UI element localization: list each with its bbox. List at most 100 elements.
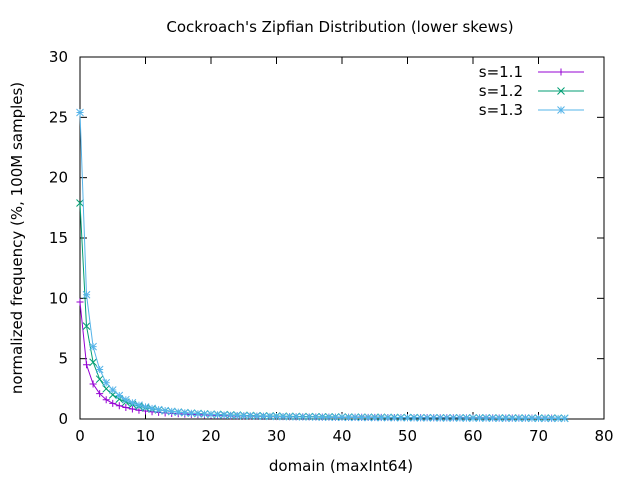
x-tick-label: 0 bbox=[75, 427, 85, 445]
data-point bbox=[469, 414, 477, 423]
data-point bbox=[442, 414, 451, 422]
data-point bbox=[200, 410, 209, 418]
data-point bbox=[285, 412, 294, 421]
data-point bbox=[148, 404, 156, 413]
data-point bbox=[96, 390, 104, 398]
data-point bbox=[364, 413, 373, 422]
data-point bbox=[370, 413, 379, 422]
data-point bbox=[449, 414, 458, 422]
series-layer bbox=[76, 108, 569, 423]
legend-label: s=1.1 bbox=[479, 63, 523, 81]
data-point bbox=[246, 412, 255, 420]
chart-title: Cockroach's Zipfian Distribution (lower … bbox=[166, 18, 513, 36]
data-point bbox=[351, 413, 359, 422]
legend-label: s=1.3 bbox=[479, 101, 523, 119]
y-tick-label: 0 bbox=[58, 410, 68, 428]
series-line bbox=[79, 301, 552, 419]
data-point bbox=[423, 414, 432, 422]
data-point bbox=[82, 322, 91, 330]
y-tick-label: 30 bbox=[49, 48, 68, 66]
data-point bbox=[239, 411, 248, 420]
y-tick-label: 10 bbox=[49, 289, 68, 307]
data-point bbox=[416, 414, 425, 422]
data-point bbox=[475, 414, 484, 423]
data-point bbox=[233, 411, 242, 420]
x-tick-label: 30 bbox=[267, 427, 286, 445]
data-point bbox=[102, 378, 111, 387]
data-point bbox=[89, 380, 97, 388]
series-3 bbox=[76, 108, 569, 423]
data-point bbox=[560, 414, 569, 423]
data-point bbox=[83, 361, 91, 369]
data-point bbox=[122, 404, 130, 412]
data-point bbox=[167, 407, 176, 416]
data-point bbox=[76, 199, 84, 207]
data-point bbox=[266, 412, 274, 421]
data-point bbox=[331, 413, 340, 422]
data-point bbox=[377, 413, 386, 422]
axes: 0 10 20 30 40 50 60 70 80 0 5 10 15 20 25 30 bbox=[49, 48, 614, 445]
data-point bbox=[213, 410, 222, 419]
data-point bbox=[554, 414, 563, 423]
data-point bbox=[357, 413, 366, 422]
data-point bbox=[403, 413, 412, 422]
data-point bbox=[383, 413, 392, 422]
legend-label: s=1.2 bbox=[479, 82, 523, 100]
x-tick-label: 80 bbox=[594, 427, 613, 445]
data-point bbox=[109, 399, 117, 407]
data-point bbox=[534, 414, 543, 423]
x-tick-label: 70 bbox=[529, 427, 548, 445]
y-tick-label: 25 bbox=[49, 108, 68, 126]
data-point bbox=[311, 413, 320, 421]
data-point bbox=[174, 408, 183, 416]
y-tick-label: 15 bbox=[49, 229, 68, 247]
data-point bbox=[161, 406, 170, 415]
series-1 bbox=[76, 298, 556, 422]
data-point bbox=[514, 414, 523, 423]
data-point bbox=[495, 414, 504, 423]
data-point bbox=[82, 290, 91, 299]
x-tick-label: 10 bbox=[136, 427, 155, 445]
data-point bbox=[508, 414, 517, 423]
data-point bbox=[272, 412, 281, 421]
data-point bbox=[154, 405, 163, 414]
series-line bbox=[79, 202, 565, 419]
data-point bbox=[488, 414, 497, 423]
data-point bbox=[344, 413, 353, 422]
data-point bbox=[187, 409, 196, 418]
data-point bbox=[220, 411, 228, 419]
x-tick-label: 40 bbox=[332, 427, 351, 445]
data-point bbox=[108, 386, 117, 394]
legend: s=1.1s=1.2s=1.3 bbox=[479, 63, 584, 119]
data-point bbox=[318, 413, 327, 422]
data-point bbox=[102, 384, 111, 393]
data-point bbox=[305, 413, 314, 421]
data-point bbox=[102, 396, 110, 404]
data-point bbox=[482, 414, 490, 423]
data-point bbox=[95, 375, 104, 384]
series-2 bbox=[76, 199, 569, 423]
data-point bbox=[528, 414, 536, 423]
data-point bbox=[89, 358, 97, 367]
data-point bbox=[89, 342, 97, 351]
data-point bbox=[462, 414, 471, 423]
data-point bbox=[557, 106, 565, 114]
data-point bbox=[115, 402, 123, 410]
x-tick-label: 20 bbox=[201, 427, 220, 445]
series-line bbox=[79, 112, 565, 419]
data-point bbox=[410, 414, 418, 422]
data-point bbox=[115, 391, 124, 400]
data-point bbox=[501, 414, 510, 423]
y-axis-title: normalized frequency (%, 100M samples) bbox=[8, 82, 26, 394]
y-tick-label: 5 bbox=[58, 350, 68, 368]
data-point bbox=[76, 298, 84, 306]
data-point bbox=[226, 411, 235, 420]
data-point bbox=[429, 414, 438, 422]
data-point bbox=[121, 395, 130, 404]
data-point bbox=[128, 398, 137, 407]
data-point bbox=[456, 414, 464, 422]
data-point bbox=[436, 414, 445, 422]
data-point bbox=[95, 365, 104, 374]
data-point bbox=[298, 413, 307, 421]
